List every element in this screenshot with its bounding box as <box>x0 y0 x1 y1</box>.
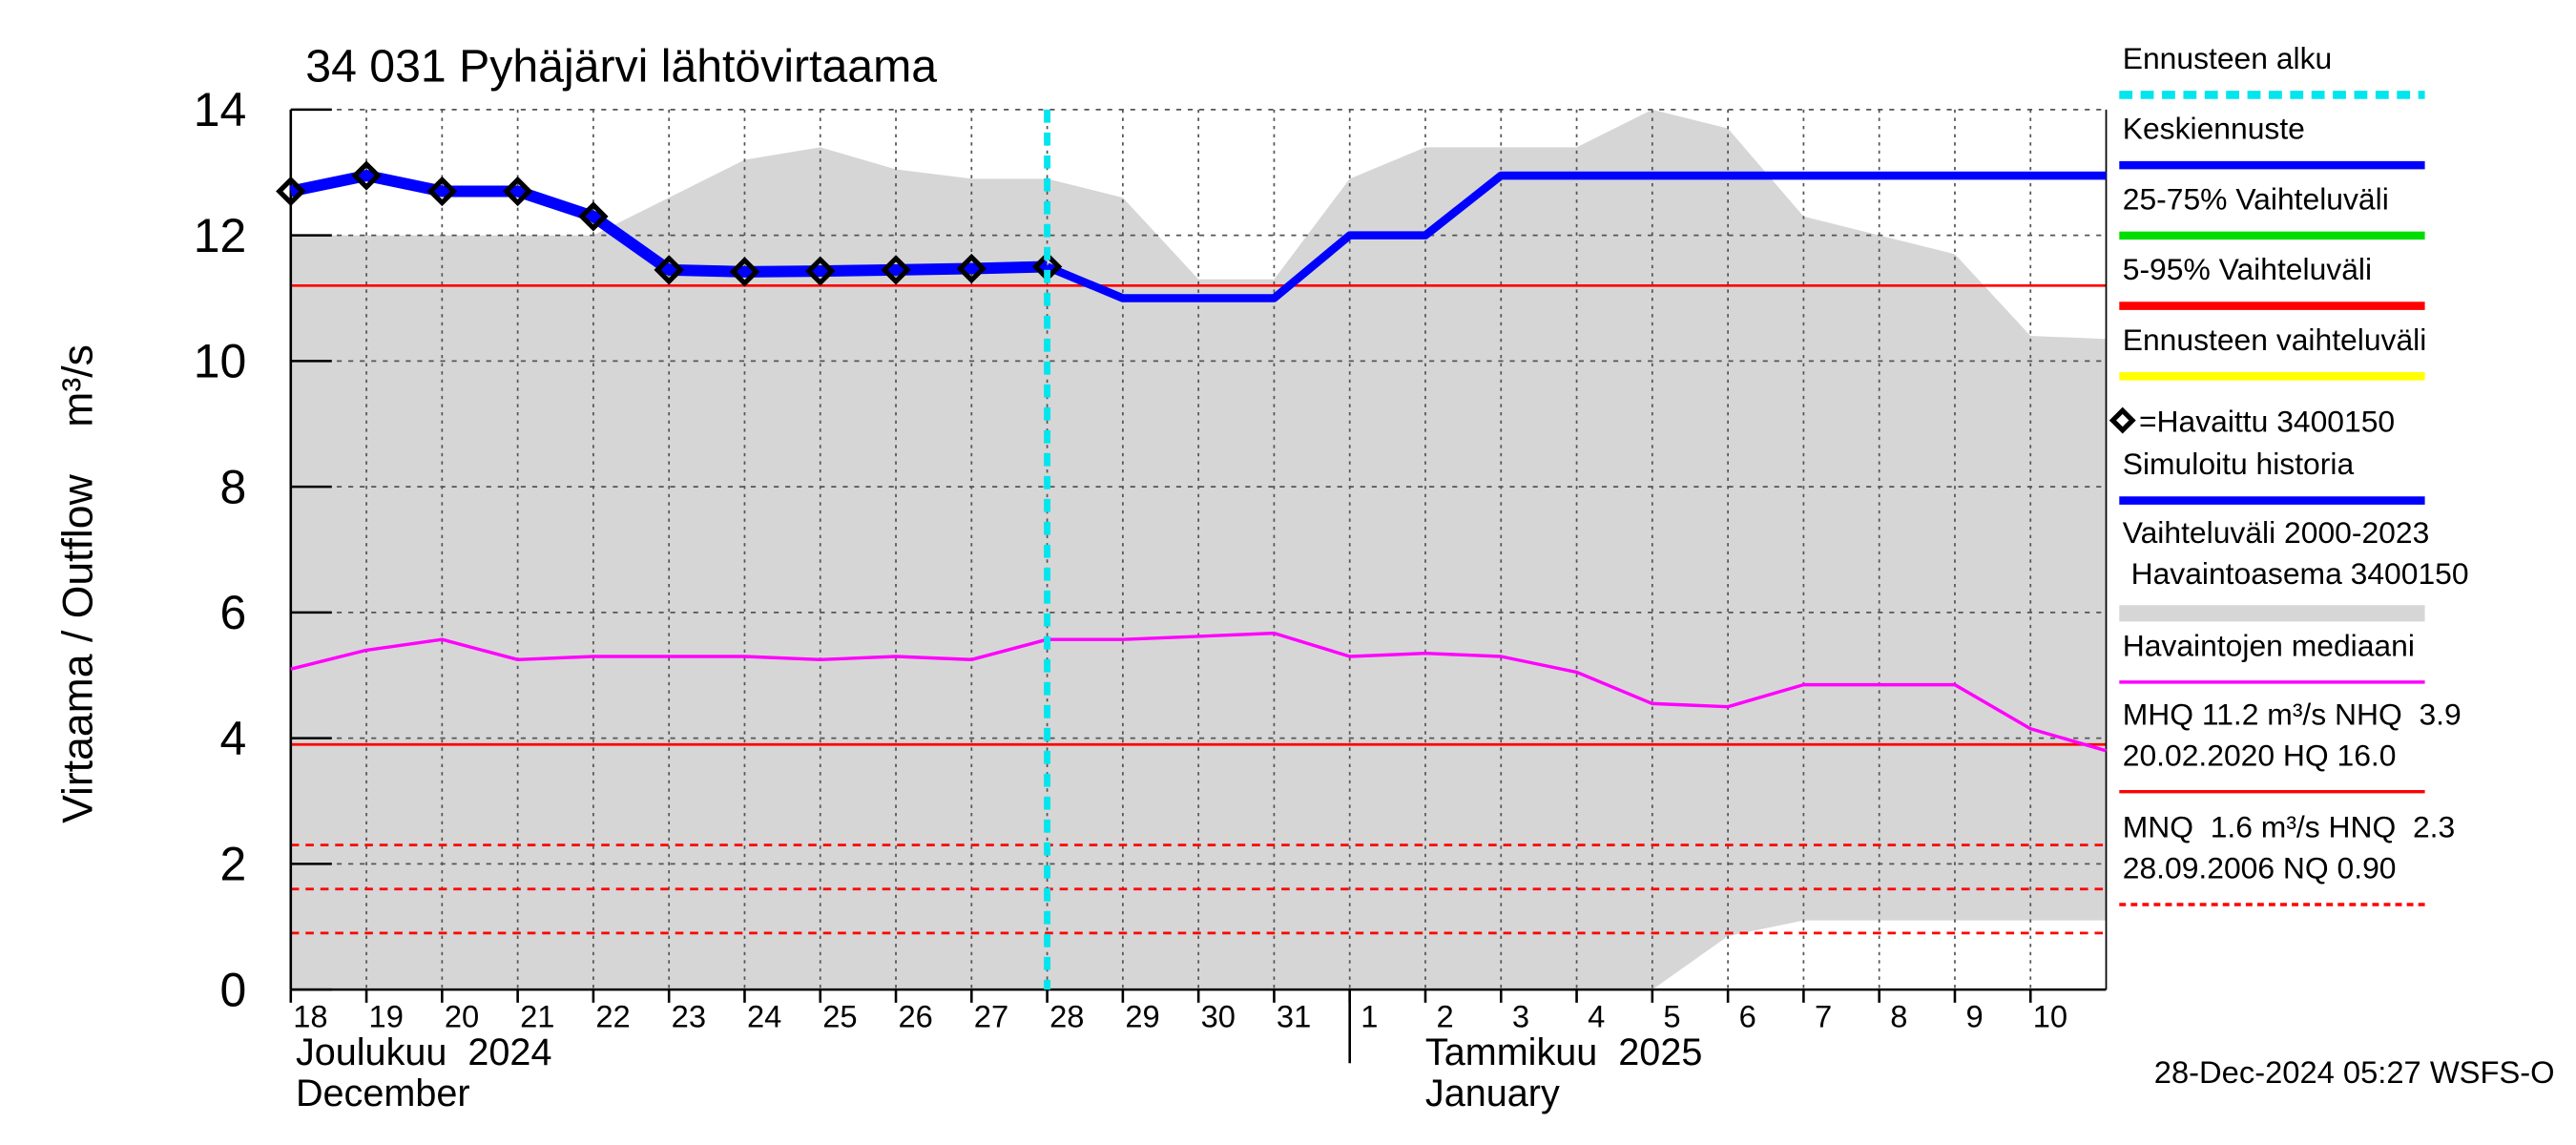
legend-label: =Havaittu 3400150 <box>2139 405 2395 439</box>
observed-marker <box>578 201 609 232</box>
x-tick-label: 1 <box>1361 999 1378 1034</box>
observed-marker <box>654 255 684 285</box>
month-label: Joulukuu 2024 <box>296 1031 552 1073</box>
x-tick-label: 2 <box>1437 999 1454 1034</box>
legend-label: Keskiennuste <box>2123 112 2305 146</box>
legend-label: 5-95% Vaihteluväli <box>2123 252 2372 286</box>
x-tick-label: 18 <box>293 999 327 1034</box>
legend-label: 20.02.2020 HQ 16.0 <box>2123 738 2397 772</box>
x-tick-label: 4 <box>1588 999 1605 1034</box>
month-label: December <box>296 1072 470 1114</box>
y-axis-title: Virtaama / Outflow m³/s <box>54 344 101 823</box>
x-tick-label: 3 <box>1512 999 1529 1034</box>
x-tick-label: 7 <box>1815 999 1832 1034</box>
x-tick-label: 29 <box>1125 999 1159 1034</box>
x-tick-label: 24 <box>747 999 781 1034</box>
x-tick-label: 25 <box>822 999 857 1034</box>
x-tick-label: 6 <box>1739 999 1756 1034</box>
x-tick-label: 28 <box>1049 999 1084 1034</box>
x-tick-label: 20 <box>445 999 479 1034</box>
x-tick-label: 10 <box>2033 999 2067 1034</box>
x-tick-label: 9 <box>1966 999 1984 1034</box>
legend-label: Vaihteluväli 2000-2023 <box>2123 515 2430 550</box>
x-tick-label: 23 <box>672 999 706 1034</box>
x-tick-label: 22 <box>595 999 630 1034</box>
legend-label: Simuloitu historia <box>2123 447 2355 481</box>
y-tick-label: 10 <box>194 335 247 388</box>
month-label: Tammikuu 2025 <box>1425 1031 1702 1073</box>
observed-marker <box>881 255 911 285</box>
observed-marker <box>805 256 836 286</box>
y-tick-label: 12 <box>194 209 247 262</box>
legend-label: 28.09.2006 NQ 0.90 <box>2123 851 2397 885</box>
x-tick-label: 19 <box>369 999 404 1034</box>
range-band <box>290 109 2107 990</box>
y-tick-label: 0 <box>220 963 247 1016</box>
observed-marker <box>351 160 382 191</box>
y-tick-label: 2 <box>220 838 247 891</box>
observed-marker <box>956 253 987 284</box>
legend-label: MNQ 1.6 m³/s HNQ 2.3 <box>2123 810 2455 844</box>
legend-label: 25-75% Vaihteluväli <box>2123 181 2389 216</box>
observed-marker <box>729 257 760 287</box>
legend-label: Ennusteen alku <box>2123 41 2332 75</box>
series-line <box>1045 171 2107 302</box>
y-tick-label: 6 <box>220 586 247 639</box>
observed-marker <box>502 176 533 207</box>
month-label: January <box>1425 1072 1560 1114</box>
y-tick-label: 14 <box>194 83 247 136</box>
x-tick-label: 27 <box>974 999 1008 1034</box>
x-tick-label: 26 <box>899 999 933 1034</box>
legend-label: MHQ 11.2 m³/s NHQ 3.9 <box>2123 697 2462 731</box>
chart-title: 34 031 Pyhäjärvi lähtövirtaama <box>305 41 937 93</box>
legend-label: Havaintojen mediaani <box>2123 628 2415 662</box>
x-tick-label: 30 <box>1201 999 1236 1034</box>
x-tick-label: 31 <box>1277 999 1311 1034</box>
series-line <box>290 631 2108 753</box>
footer: 28-Dec-2024 05:27 WSFS-O <box>2154 1054 2555 1090</box>
observed-marker <box>426 176 458 207</box>
x-tick-label: 8 <box>1890 999 1907 1034</box>
legend-swatch <box>2109 406 2136 434</box>
legend-label: Havaintoasema 3400150 <box>2123 556 2469 591</box>
y-tick-label: 8 <box>220 460 247 513</box>
legend-label: Ennusteen vaihteluväli <box>2123 323 2427 357</box>
observed-marker <box>276 176 306 207</box>
y-tick-label: 4 <box>220 712 247 765</box>
series-line <box>289 170 1048 278</box>
x-tick-label: 5 <box>1663 999 1680 1034</box>
x-tick-label: 21 <box>520 999 554 1034</box>
